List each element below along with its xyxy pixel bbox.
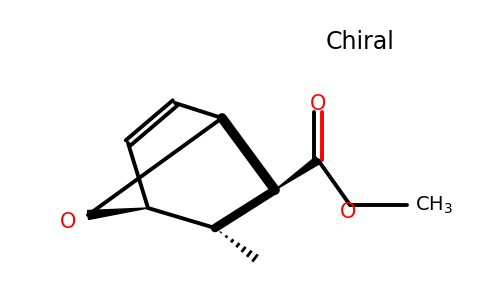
Polygon shape: [275, 157, 320, 190]
Polygon shape: [88, 208, 148, 220]
Text: O: O: [60, 212, 76, 232]
Text: Chiral: Chiral: [326, 30, 394, 54]
Text: O: O: [310, 94, 326, 114]
Text: CH$_3$: CH$_3$: [415, 194, 453, 216]
Text: O: O: [340, 202, 356, 222]
